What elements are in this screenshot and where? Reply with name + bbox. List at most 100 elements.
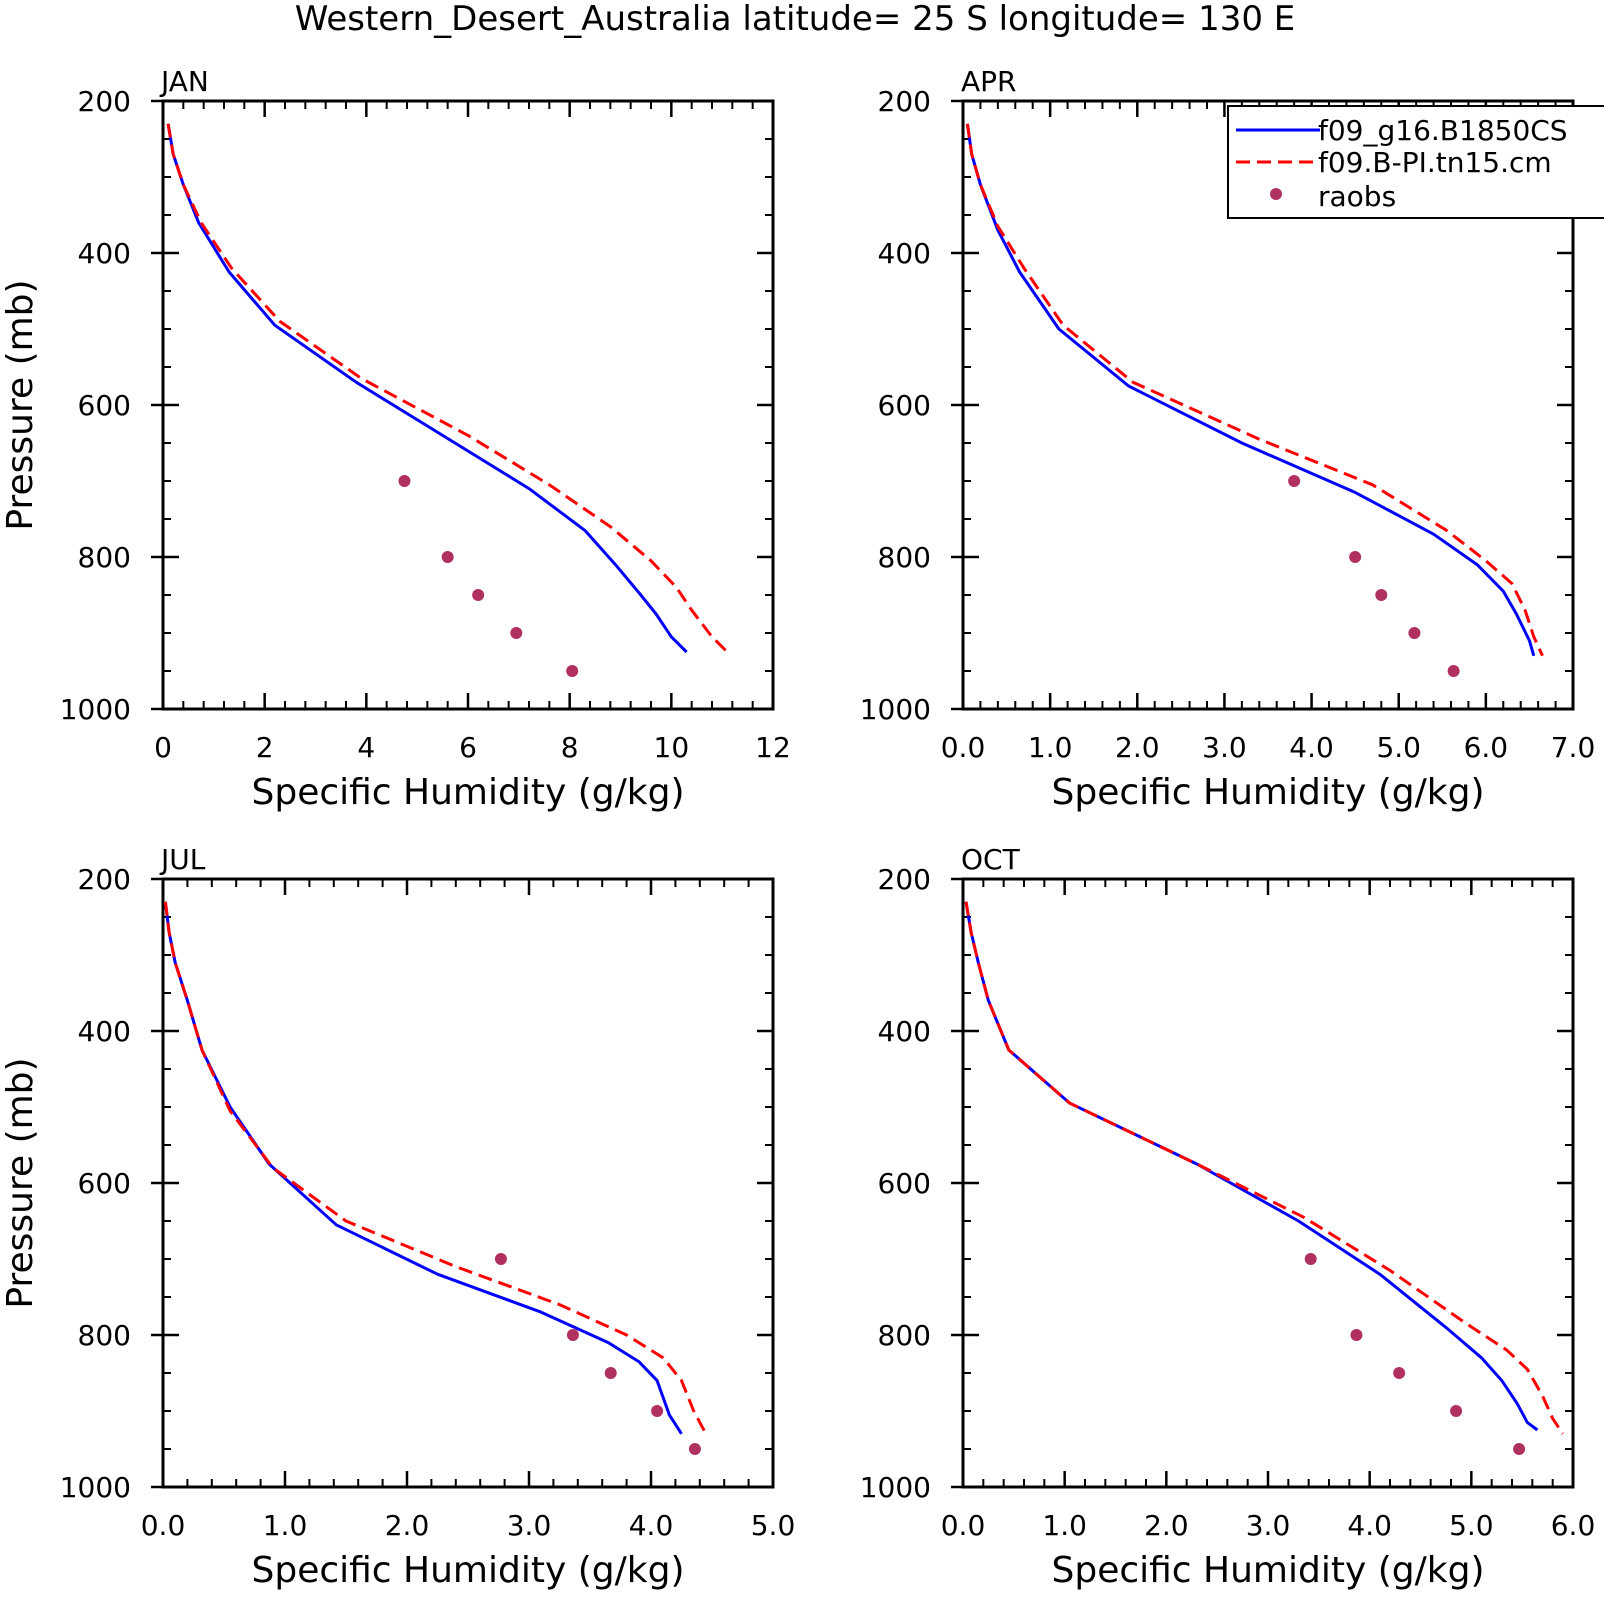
y-tick-label: 800 <box>78 541 131 574</box>
x-axis-label: Specific Humidity (g/kg) <box>1051 1550 1484 1591</box>
x-tick-label: 5.0 <box>751 1509 796 1542</box>
series-line-model-dashed <box>965 123 1544 657</box>
x-tick-label: 4.0 <box>1347 1509 1392 1542</box>
raobs-point <box>1447 665 1460 677</box>
raobs-point <box>1393 1367 1406 1379</box>
y-tick-label: 600 <box>878 389 931 422</box>
panel-label: OCT <box>961 843 1021 876</box>
x-tick-label: 2.0 <box>1115 731 1160 764</box>
y-tick-label: 400 <box>78 237 131 270</box>
raobs-point <box>510 627 523 639</box>
x-tick-label: 6 <box>459 731 477 764</box>
x-axis-label: Specific Humidity (g/kg) <box>251 772 684 813</box>
raobs-point <box>1350 1329 1363 1341</box>
x-tick-label: 3.0 <box>1202 731 1247 764</box>
x-tick-label: 1.0 <box>1042 1509 1087 1542</box>
x-tick-label: 0 <box>154 731 172 764</box>
x-tick-label: 2.0 <box>1144 1509 1189 1542</box>
y-tick-label: 400 <box>878 237 931 270</box>
x-tick-label: 0.0 <box>141 1509 186 1542</box>
panel-label: JAN <box>159 65 209 98</box>
x-tick-label: 10 <box>654 731 690 764</box>
raobs-point <box>651 1405 664 1417</box>
series-line-model-dashed <box>163 901 708 1435</box>
raobs-point <box>1450 1405 1463 1417</box>
x-tick-label: 1.0 <box>263 1509 308 1542</box>
raobs-point <box>494 1253 507 1265</box>
plot-frame <box>961 877 1575 1489</box>
x-tick-label: 12 <box>755 731 791 764</box>
panel-label: APR <box>961 65 1017 98</box>
x-tick-label: 6.0 <box>1551 1509 1596 1542</box>
legend-label: f09_g16.B1850CS <box>1318 114 1568 147</box>
y-tick-label: 1000 <box>860 693 931 726</box>
y-tick-label: 400 <box>78 1015 131 1048</box>
panel-label: JUL <box>159 843 206 876</box>
x-tick-label: 4 <box>357 731 375 764</box>
y-tick-label: 600 <box>878 1167 931 1200</box>
x-tick-label: 4.0 <box>629 1509 674 1542</box>
x-axis-label: Specific Humidity (g/kg) <box>251 1550 684 1591</box>
chart-panel-oct: 0.0 1.0 2.0 3.0 4.0 5.0 6.0 200 400 600 800 1000 OCT… <box>860 843 1596 1591</box>
x-tick-label: 8 <box>561 731 579 764</box>
raobs-point <box>1513 1443 1526 1455</box>
raobs-point <box>688 1443 701 1455</box>
raobs-point <box>1304 1253 1317 1265</box>
x-tick-label: 2 <box>256 731 274 764</box>
series-line-model-solid <box>964 901 1539 1432</box>
series-line-model-solid <box>965 123 1536 657</box>
x-tick-label: 5.0 <box>1376 731 1421 764</box>
x-tick-label: 2.0 <box>385 1509 430 1542</box>
y-tick-label: 1000 <box>60 1471 131 1504</box>
raobs-point <box>398 475 411 487</box>
chart-panel-jul: 0.0 1.0 2.0 3.0 4.0 5.0 200 400 600 800 1000 JUL Spe… <box>0 843 795 1591</box>
raobs-point <box>566 1329 579 1341</box>
y-tick-label: 600 <box>78 389 131 422</box>
y-axis-label: Pressure (mb) <box>0 279 41 530</box>
y-tick-label: 200 <box>78 85 131 118</box>
raobs-point <box>566 665 579 677</box>
panels-group: 0 2 4 6 8 10 12 200 400 600 800 1000 JAN Specific Hum… <box>0 65 1595 1591</box>
y-tick-label: 200 <box>878 85 931 118</box>
plot-frame <box>161 877 775 1489</box>
legend-label: raobs <box>1318 180 1396 213</box>
raobs-point <box>1288 475 1301 487</box>
raobs-point <box>441 551 454 563</box>
raobs-point <box>472 589 485 601</box>
raobs-point <box>1375 589 1388 601</box>
y-tick-label: 1000 <box>60 693 131 726</box>
legend-marker-dot <box>1270 188 1282 200</box>
y-tick-label: 800 <box>78 1319 131 1352</box>
x-tick-label: 7.0 <box>1551 731 1596 764</box>
x-tick-label: 4.0 <box>1289 731 1334 764</box>
figure-title: Western_Desert_Australia latitude= 25 S … <box>295 0 1296 39</box>
x-tick-label: 5.0 <box>1449 1509 1494 1542</box>
raobs-point <box>1408 627 1421 639</box>
series-line-model-solid <box>166 123 688 654</box>
raobs-point <box>1349 551 1362 563</box>
series-line-model-dashed <box>964 901 1565 1435</box>
y-tick-label: 1000 <box>860 1471 931 1504</box>
x-tick-label: 1.0 <box>1028 731 1073 764</box>
y-tick-label: 200 <box>78 863 131 896</box>
x-tick-label: 3.0 <box>1246 1509 1291 1542</box>
y-axis-label: Pressure (mb) <box>0 1057 41 1308</box>
y-tick-label: 200 <box>878 863 931 896</box>
x-tick-label: 0.0 <box>941 1509 986 1542</box>
x-tick-label: 3.0 <box>507 1509 552 1542</box>
y-tick-label: 600 <box>78 1167 131 1200</box>
legend-label: f09.B-PI.tn15.cm <box>1318 146 1552 179</box>
series-line-model-solid <box>163 901 683 1435</box>
x-tick-label: 6.0 <box>1464 731 1509 764</box>
series-line-model-dashed <box>166 123 729 654</box>
raobs-point <box>604 1367 617 1379</box>
y-tick-label: 800 <box>878 1319 931 1352</box>
y-tick-label: 400 <box>878 1015 931 1048</box>
x-axis-label: Specific Humidity (g/kg) <box>1051 772 1484 813</box>
y-tick-label: 800 <box>878 541 931 574</box>
plot-frame <box>161 99 775 711</box>
x-tick-label: 0.0 <box>941 731 986 764</box>
chart-panel-jan: 0 2 4 6 8 10 12 200 400 600 800 1000 JAN Specific Hum… <box>0 65 791 813</box>
